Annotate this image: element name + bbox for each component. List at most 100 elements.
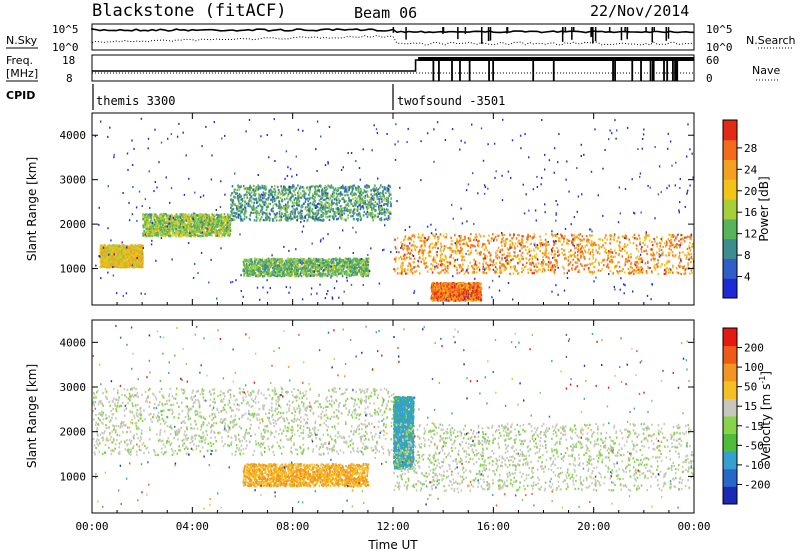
power-cell (182, 230, 185, 233)
power-cell (153, 221, 156, 224)
power-cell (284, 261, 287, 264)
power-cell (133, 260, 136, 264)
power-cell (248, 274, 251, 277)
power-cell (206, 229, 209, 233)
power-cell (113, 260, 116, 263)
power-cell (281, 187, 283, 191)
power-cell (137, 247, 140, 250)
power-cell (128, 261, 131, 264)
power-cell (292, 258, 294, 261)
power-cell (233, 219, 236, 222)
power-cell (170, 214, 173, 217)
power-cell (202, 230, 205, 233)
power-cell (148, 216, 150, 219)
power-cell (164, 225, 166, 228)
power-cell (244, 206, 247, 209)
power-cell (197, 218, 200, 221)
power-cell (125, 251, 128, 255)
power-cell (144, 223, 146, 226)
power-cell (263, 185, 266, 188)
power-cell (278, 201, 280, 204)
power-cell (175, 213, 178, 216)
power-cell (222, 228, 224, 231)
power-cell (167, 230, 170, 233)
power-cell (116, 250, 118, 253)
power-cell (116, 261, 118, 264)
power-cell (354, 199, 357, 202)
power-cell (272, 210, 275, 213)
power-cell (169, 222, 171, 225)
power-cell (243, 215, 246, 218)
power-cell (276, 266, 279, 269)
power-cell (294, 208, 296, 211)
noise-traces (91, 27, 695, 46)
power-cell (387, 208, 389, 211)
power-cell (291, 217, 294, 220)
power-cell (161, 223, 164, 226)
power-cell (314, 196, 316, 199)
power-cell (238, 202, 240, 205)
power-cell (181, 222, 183, 225)
power-cell (296, 208, 298, 211)
power-cell (259, 185, 261, 188)
power-cell (266, 264, 268, 267)
power-cell (296, 271, 298, 274)
power-cell (193, 230, 196, 233)
power-cell (124, 251, 126, 254)
power-cell (217, 214, 220, 217)
power-cell (326, 212, 329, 215)
power-cell (168, 232, 170, 235)
power-cell (381, 197, 383, 201)
power-cell (156, 216, 158, 219)
power-cell (228, 234, 231, 237)
power-cell (304, 208, 307, 211)
power-cell (146, 213, 148, 216)
power-cell (214, 232, 217, 235)
power-cell (190, 215, 192, 218)
power-cell (311, 203, 314, 206)
power-cell (140, 245, 142, 248)
power-cell (288, 267, 291, 270)
power-cell (192, 227, 195, 230)
power-cell (216, 220, 219, 223)
power-cell (364, 197, 366, 200)
power-cell (313, 215, 315, 218)
power-cell (256, 200, 258, 203)
power-cell (126, 266, 128, 269)
power-cell (364, 194, 367, 197)
power-cell (181, 216, 183, 219)
power-cell (125, 264, 128, 268)
power-cell (114, 253, 116, 256)
power-cell (289, 269, 292, 272)
power-cell (344, 206, 346, 209)
power-cell (367, 195, 370, 198)
power-cell (374, 188, 376, 191)
power-cell (134, 262, 136, 265)
power-cell (154, 214, 157, 217)
power-cell (305, 198, 307, 201)
power-cell (227, 215, 230, 218)
power-cell (220, 226, 222, 229)
power-cell (154, 228, 156, 231)
power-cell (262, 218, 265, 222)
power-cell (293, 186, 295, 189)
power-cell (265, 198, 268, 201)
power-cell (277, 269, 279, 272)
power-cell (284, 210, 287, 213)
power-cell (333, 215, 335, 218)
power-cell (251, 211, 253, 215)
power-cell (135, 253, 137, 256)
power-cell (140, 244, 143, 247)
power-cell (257, 269, 260, 273)
power-cell (225, 231, 228, 235)
power-cell (142, 245, 144, 248)
power-cell (381, 200, 383, 203)
power-cell (264, 201, 267, 204)
power-cell (293, 258, 295, 261)
power-cell (254, 194, 256, 197)
power-cell (264, 194, 266, 197)
power-cell (106, 255, 108, 258)
power-cell (337, 208, 340, 211)
power-cell (228, 231, 231, 234)
power-cell (284, 217, 287, 221)
